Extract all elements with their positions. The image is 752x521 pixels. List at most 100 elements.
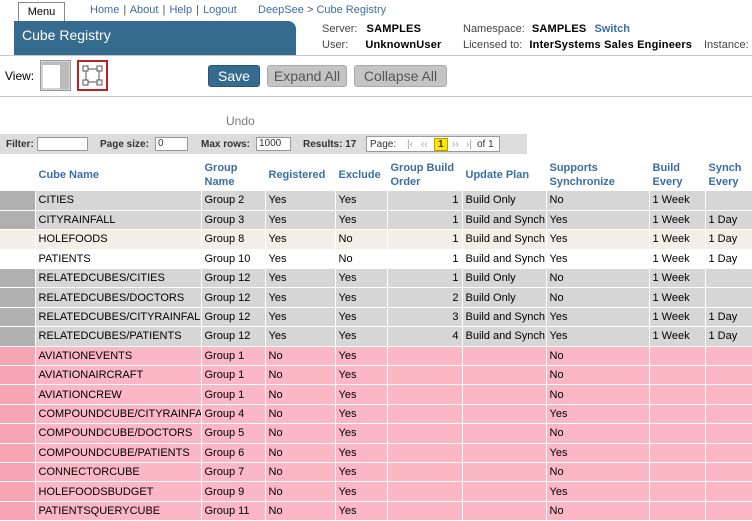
- supports-synchronize-cell: Yes: [546, 229, 650, 250]
- breadcrumb-cube-registry[interactable]: Cube Registry: [316, 4, 387, 16]
- table-row[interactable]: RELATEDCUBES/CITYRAINFALL Group 12 Yes Yes 3…: [0, 307, 752, 328]
- table-row[interactable]: COMPOUNDCUBE/CITYRAINFALL Group 4 No Yes Yes: [0, 404, 752, 425]
- exclude-cell: No: [335, 249, 388, 270]
- column-header-supports-synchronize[interactable]: Supports Synchronize: [546, 159, 650, 191]
- column-header-registered[interactable]: Registered: [265, 159, 336, 191]
- table-row[interactable]: COMPOUNDCUBE/PATIENTS Group 6 No Yes Yes: [0, 443, 752, 463]
- current-page[interactable]: 1: [434, 138, 448, 151]
- max-rows-label: Max rows:: [201, 139, 250, 150]
- namespace-info: Namespace: SAMPLES Switch: [463, 23, 630, 35]
- update-plan-cell: [462, 365, 547, 386]
- link-separator: |: [162, 4, 166, 16]
- collapse-all-button[interactable]: Collapse All: [354, 65, 447, 87]
- registered-cell: No: [265, 423, 336, 444]
- logout-link[interactable]: Logout: [203, 4, 237, 16]
- exclude-cell: Yes: [335, 210, 388, 231]
- row-selector[interactable]: [0, 404, 36, 425]
- table-row[interactable]: COMPOUNDCUBE/DOCTORS Group 5 No Yes No: [0, 423, 752, 444]
- page-size-input[interactable]: 0: [155, 137, 188, 151]
- row-selector[interactable]: [0, 191, 36, 211]
- table-row[interactable]: RELATEDCUBES/DOCTORS Group 12 Yes Yes 2 Build…: [0, 287, 752, 308]
- row-selector[interactable]: [0, 210, 36, 231]
- row-selector[interactable]: [0, 384, 36, 405]
- row-selector[interactable]: [0, 268, 36, 289]
- filter-input[interactable]: [37, 137, 88, 151]
- supports-synchronize-cell: Yes: [546, 481, 650, 502]
- update-plan-cell: Build Only: [462, 268, 547, 289]
- row-selector[interactable]: [0, 443, 36, 463]
- registered-cell: No: [265, 404, 336, 425]
- namespace-label: Namespace:: [463, 23, 525, 35]
- row-selector[interactable]: [0, 307, 36, 328]
- home-link[interactable]: Home: [90, 4, 120, 16]
- max-rows-input[interactable]: 1000: [256, 137, 291, 151]
- about-link[interactable]: About: [129, 4, 159, 16]
- undo-link[interactable]: Undo: [226, 114, 255, 128]
- row-selector[interactable]: [0, 462, 36, 483]
- table-row[interactable]: RELATEDCUBES/CITIES Group 12 Yes Yes 1 Build …: [0, 268, 752, 289]
- group-name-cell: Group 1: [201, 346, 266, 367]
- view-layout-columns-button[interactable]: [40, 60, 71, 91]
- supports-synchronize-cell: Yes: [546, 210, 650, 231]
- table-row[interactable]: CONNECTORCUBE Group 7 No Yes No: [0, 462, 752, 483]
- toolbar: View: Save Expand All Collapse All: [0, 55, 752, 97]
- build-every-cell: 1 Week: [649, 268, 706, 289]
- help-link[interactable]: Help: [169, 4, 193, 16]
- last-page-icon[interactable]: ›|: [466, 139, 472, 150]
- table-row[interactable]: RELATEDCUBES/PATIENTS Group 12 Yes Yes 4 Buil…: [0, 326, 752, 347]
- build-order-cell: 1: [387, 268, 463, 289]
- table-row[interactable]: AVIATIONEVENTS Group 1 No Yes No: [0, 346, 752, 367]
- row-selector[interactable]: [0, 249, 36, 270]
- table-row[interactable]: AVIATIONAIRCRAFT Group 1 No Yes No: [0, 365, 752, 386]
- save-button[interactable]: Save: [208, 65, 260, 87]
- prev-page-icon[interactable]: ‹‹: [421, 139, 428, 150]
- row-selector[interactable]: [0, 501, 36, 521]
- menu-button[interactable]: Menu: [18, 2, 65, 22]
- cube-name-cell: COMPOUNDCUBE/DOCTORS: [35, 423, 202, 444]
- first-page-icon[interactable]: |‹: [407, 139, 413, 150]
- supports-synchronize-cell: No: [546, 191, 650, 211]
- row-selector[interactable]: [0, 423, 36, 444]
- user-value: UnknownUser: [365, 39, 442, 51]
- row-selector[interactable]: [0, 365, 36, 386]
- row-selector[interactable]: [0, 229, 36, 250]
- column-header-update-plan[interactable]: Update Plan: [462, 159, 547, 191]
- column-header-exclude[interactable]: Exclude: [335, 159, 388, 191]
- table-row[interactable]: HOLEFOODSBUDGET Group 9 No Yes Yes: [0, 481, 752, 502]
- column-header-build-every[interactable]: Build Every: [649, 159, 706, 191]
- supports-synchronize-cell: No: [546, 462, 650, 483]
- top-links: Home | About | Help | Logout: [90, 4, 237, 16]
- table-row[interactable]: HOLEFOODS Group 8 Yes No 1 Build and Synch Yes…: [0, 229, 752, 250]
- breadcrumb-deepsee[interactable]: DeepSee: [258, 4, 304, 16]
- column-header-cube-name[interactable]: Cube Name: [35, 159, 202, 191]
- exclude-cell: Yes: [335, 365, 388, 386]
- update-plan-cell: [462, 404, 547, 425]
- switch-link[interactable]: Switch: [594, 23, 630, 35]
- supports-synchronize-cell: No: [546, 384, 650, 405]
- table-row[interactable]: PATIENTSQUERYCUBE Group 11 No Yes No: [0, 501, 752, 521]
- expand-all-button[interactable]: Expand All: [267, 65, 347, 87]
- row-selector[interactable]: [0, 481, 36, 502]
- build-every-cell: 1 Week: [649, 249, 706, 270]
- exclude-cell: Yes: [335, 404, 388, 425]
- table-row[interactable]: AVIATIONCREW Group 1 No Yes No: [0, 384, 752, 405]
- column-header-group-name[interactable]: Group Name: [201, 159, 266, 191]
- column-header-synch-every[interactable]: Synch Every: [705, 159, 752, 191]
- exclude-cell: Yes: [335, 268, 388, 289]
- cube-registry-table: Cube Name Group Name Registered Exclude …: [0, 159, 752, 521]
- column-header-group-build-order[interactable]: Group Build Order: [387, 159, 463, 191]
- registered-cell: Yes: [265, 287, 336, 308]
- row-selector[interactable]: [0, 326, 36, 347]
- group-name-cell: Group 12: [201, 268, 266, 289]
- row-selector[interactable]: [0, 287, 36, 308]
- table-row[interactable]: CITIES Group 2 Yes Yes 1 Build Only No 1 Week: [0, 191, 752, 211]
- synch-every-cell: [705, 287, 752, 308]
- next-page-icon[interactable]: ››: [452, 139, 459, 150]
- table-row[interactable]: CITYRAINFALL Group 3 Yes Yes 1 Build and Sync…: [0, 210, 752, 231]
- synch-every-cell: 1 Day: [705, 307, 752, 328]
- synch-every-cell: [705, 443, 752, 463]
- table-row[interactable]: PATIENTS Group 10 Yes No 1 Build and Synch Yes…: [0, 249, 752, 270]
- row-selector[interactable]: [0, 346, 36, 367]
- view-layout-expand-button[interactable]: [77, 60, 108, 91]
- page-title: Cube Registry: [22, 27, 111, 43]
